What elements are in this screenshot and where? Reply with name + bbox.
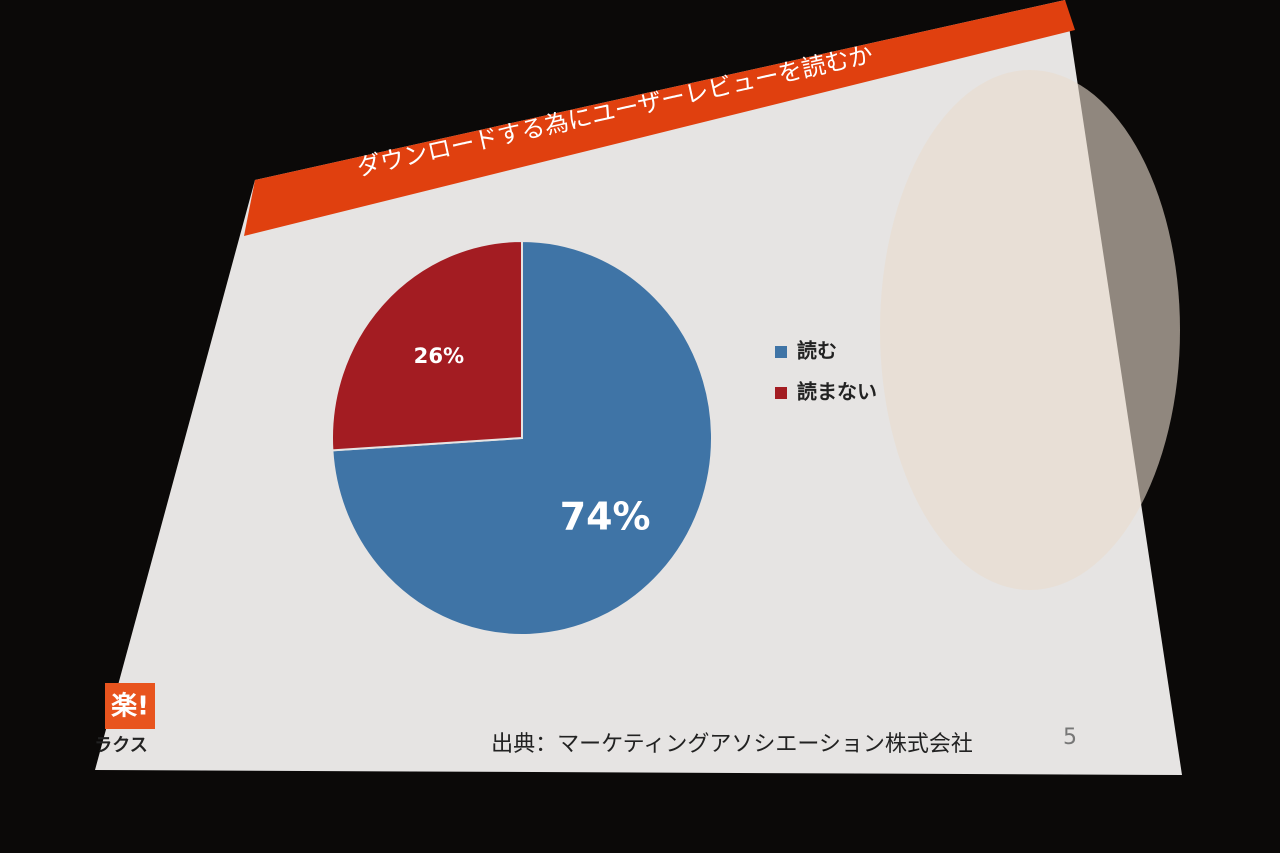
logo-box: [105, 683, 155, 729]
slide-header: [244, 0, 1075, 236]
pie-chart: 74% 26%: [331, 239, 713, 636]
data-label: 74%: [560, 494, 651, 538]
pie-slice: [331, 239, 523, 452]
data-label: 26%: [414, 343, 465, 368]
legend-swatch: [775, 387, 787, 399]
logo-mark: 楽!: [111, 692, 149, 722]
source-note: 出典：マーケティングアソシエーション株式会社: [491, 732, 973, 757]
legend-label: 読まない: [797, 380, 877, 404]
legend-swatch: [775, 346, 787, 358]
legend-label: 読む: [797, 339, 837, 363]
page-number: 5: [1063, 725, 1077, 750]
logo-name: ラクス: [94, 735, 147, 756]
slide-decoration: [880, 70, 1180, 590]
